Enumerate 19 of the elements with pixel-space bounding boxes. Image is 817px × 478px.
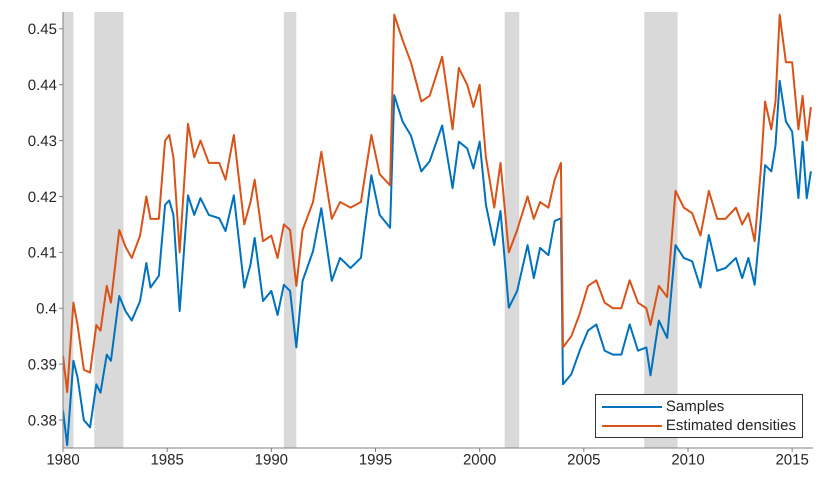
x-tick-label: 1985 xyxy=(150,452,184,469)
y-tick-label: 0.41 xyxy=(28,244,57,262)
x-tick-label: 2015 xyxy=(775,452,809,469)
x-tick-label: 1990 xyxy=(254,452,288,469)
x-tick-label: 2005 xyxy=(567,452,601,469)
legend-label: Samples xyxy=(666,397,724,416)
y-tick-label: 0.42 xyxy=(28,188,57,206)
x-tick-label: 1995 xyxy=(358,452,392,469)
line-series xyxy=(63,14,812,394)
y-tick-label: 0.44 xyxy=(28,76,57,94)
legend-label: Estimated densities xyxy=(666,416,796,435)
y-tick-label: 0.43 xyxy=(28,132,57,150)
x-tick-label: 2010 xyxy=(671,452,705,469)
x-tick-label: 1980 xyxy=(46,452,80,469)
y-tick-label: 0.45 xyxy=(28,21,57,38)
x-tick-label: 2000 xyxy=(462,452,496,469)
y-tick-label: 0.38 xyxy=(28,412,57,430)
y-tick-label: 0.39 xyxy=(28,356,57,374)
y-tick-label: 0.4 xyxy=(36,300,57,318)
